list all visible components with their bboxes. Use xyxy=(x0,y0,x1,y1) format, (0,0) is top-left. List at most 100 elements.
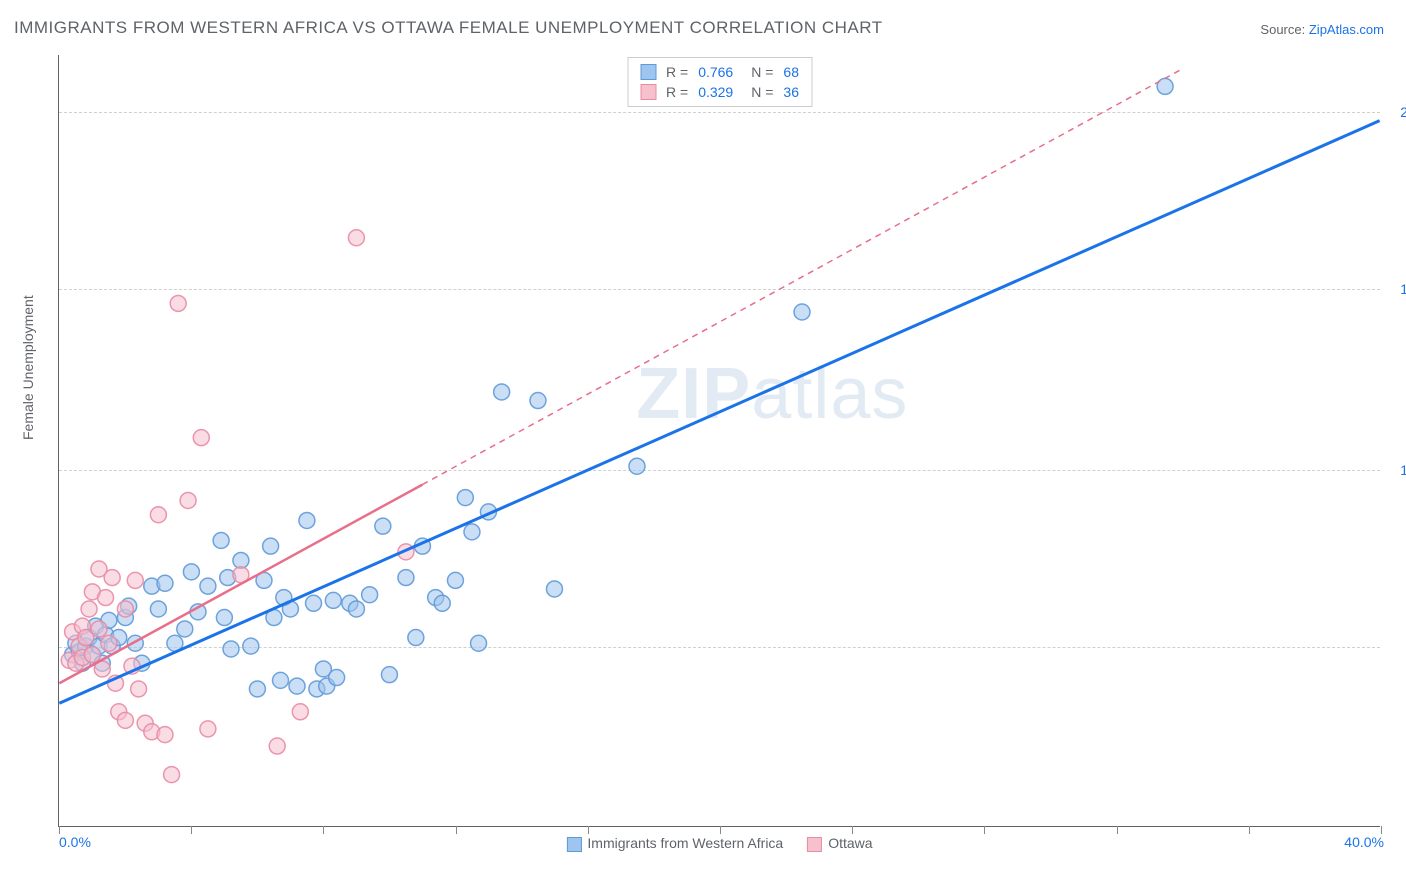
data-point-series1 xyxy=(329,670,345,686)
y-tick-label: 12.5% xyxy=(1388,462,1406,478)
data-point-series1 xyxy=(546,581,562,597)
data-point-series1 xyxy=(306,595,322,611)
x-tick xyxy=(1117,826,1118,834)
x-tick xyxy=(588,826,589,834)
data-point-series2 xyxy=(348,230,364,246)
data-point-series1 xyxy=(263,538,279,554)
data-point-series2 xyxy=(170,295,186,311)
y-tick-label: 18.8% xyxy=(1388,281,1406,297)
legend-r-value: 0.766 xyxy=(698,64,733,80)
data-point-series1 xyxy=(794,304,810,320)
data-point-series2 xyxy=(180,492,196,508)
data-point-series2 xyxy=(104,570,120,586)
data-point-series2 xyxy=(157,727,173,743)
source-label: Source: xyxy=(1260,22,1305,37)
data-point-series1 xyxy=(289,678,305,694)
data-point-series2 xyxy=(117,601,133,617)
data-point-series1 xyxy=(464,524,480,540)
data-point-series1 xyxy=(457,490,473,506)
data-point-series1 xyxy=(381,667,397,683)
data-point-series2 xyxy=(81,601,97,617)
x-tick xyxy=(1381,826,1382,834)
data-point-series1 xyxy=(471,635,487,651)
legend-n-value: 68 xyxy=(783,64,799,80)
series-legend: Immigrants from Western Africa Ottawa xyxy=(566,835,872,852)
x-axis-max-label: 40.0% xyxy=(1344,834,1384,850)
x-tick xyxy=(1249,826,1250,834)
data-point-series2 xyxy=(101,635,117,651)
legend-swatch xyxy=(640,64,656,80)
data-point-series1 xyxy=(200,578,216,594)
source-attribution: Source: ZipAtlas.com xyxy=(1260,22,1384,37)
x-tick xyxy=(720,826,721,834)
correlation-legend: R = 0.766 N = 68 R = 0.329 N = 36 xyxy=(627,57,812,107)
data-point-series2 xyxy=(127,572,143,588)
legend-label: Ottawa xyxy=(828,835,872,851)
data-point-series1 xyxy=(530,393,546,409)
data-point-series1 xyxy=(375,518,391,534)
legend-r-value: 0.329 xyxy=(698,84,733,100)
legend-r-label: R = xyxy=(666,84,688,100)
legend-n-label: N = xyxy=(751,84,773,100)
data-point-series1 xyxy=(183,564,199,580)
data-point-series2 xyxy=(164,767,180,783)
x-tick xyxy=(852,826,853,834)
legend-swatch xyxy=(807,837,822,852)
x-tick xyxy=(984,826,985,834)
x-tick xyxy=(59,826,60,834)
y-tick-label: 6.3% xyxy=(1388,639,1406,655)
x-tick xyxy=(191,826,192,834)
legend-n-label: N = xyxy=(751,64,773,80)
data-point-series1 xyxy=(299,512,315,528)
chart-title: IMMIGRANTS FROM WESTERN AFRICA VS OTTAWA… xyxy=(14,18,883,38)
plot-area: ZIPatlas R =0.766N =68R =0.329N =36 0.0%… xyxy=(58,55,1380,827)
data-point-series2 xyxy=(193,430,209,446)
data-point-series1 xyxy=(223,641,239,657)
trend-line-dashed-series2 xyxy=(422,69,1181,484)
data-point-series1 xyxy=(447,572,463,588)
data-point-series1 xyxy=(434,595,450,611)
data-point-series1 xyxy=(243,638,259,654)
y-axis-label: Female Unemployment xyxy=(20,295,36,440)
chart-container: IMMIGRANTS FROM WESTERN AFRICA VS OTTAWA… xyxy=(0,0,1406,892)
legend-r-label: R = xyxy=(666,64,688,80)
x-tick xyxy=(456,826,457,834)
data-point-series2 xyxy=(91,621,107,637)
legend-item: Immigrants from Western Africa xyxy=(566,835,783,852)
data-point-series1 xyxy=(157,575,173,591)
data-point-series1 xyxy=(408,630,424,646)
data-point-series1 xyxy=(249,681,265,697)
x-tick xyxy=(323,826,324,834)
legend-n-value: 36 xyxy=(783,84,799,100)
legend-row: R = 0.766 N = 68 xyxy=(640,62,799,82)
data-point-series2 xyxy=(84,647,100,663)
data-point-series1 xyxy=(348,601,364,617)
data-point-series1 xyxy=(216,610,232,626)
legend-item: Ottawa xyxy=(807,835,872,852)
data-point-series2 xyxy=(98,590,114,606)
data-point-series1 xyxy=(213,532,229,548)
scatter-plot-svg xyxy=(59,55,1380,826)
data-point-series1 xyxy=(629,458,645,474)
y-tick-label: 25.0% xyxy=(1388,104,1406,120)
data-point-series1 xyxy=(398,570,414,586)
data-point-series2 xyxy=(131,681,147,697)
data-point-series1 xyxy=(325,592,341,608)
data-point-series1 xyxy=(150,601,166,617)
data-point-series2 xyxy=(150,507,166,523)
x-axis-min-label: 0.0% xyxy=(59,834,91,850)
legend-swatch xyxy=(640,84,656,100)
data-point-series1 xyxy=(177,621,193,637)
data-point-series2 xyxy=(117,712,133,728)
data-point-series2 xyxy=(269,738,285,754)
legend-swatch xyxy=(566,837,581,852)
source-link[interactable]: ZipAtlas.com xyxy=(1309,22,1384,37)
data-point-series2 xyxy=(292,704,308,720)
data-point-series2 xyxy=(200,721,216,737)
data-point-series1 xyxy=(273,672,289,688)
trend-line-series1 xyxy=(59,121,1379,704)
data-point-series1 xyxy=(494,384,510,400)
legend-row: R = 0.329 N = 36 xyxy=(640,82,799,102)
data-point-series1 xyxy=(362,587,378,603)
legend-label: Immigrants from Western Africa xyxy=(587,835,783,851)
